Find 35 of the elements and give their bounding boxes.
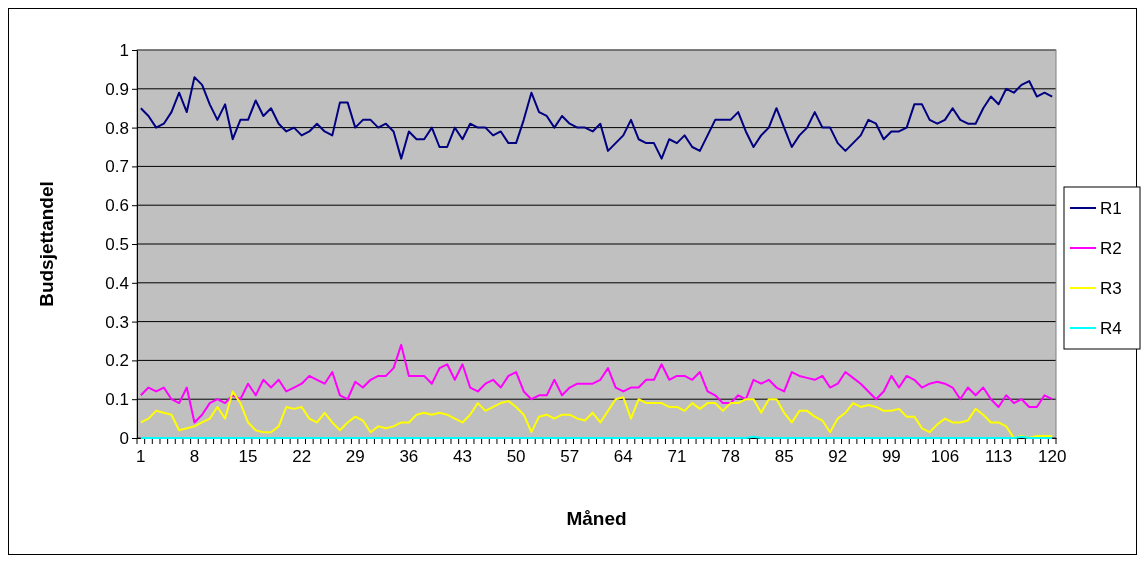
x-tick-label: 43 bbox=[453, 447, 472, 467]
x-tick-label: 1 bbox=[136, 447, 146, 467]
x-tick-label: 36 bbox=[399, 447, 419, 467]
y-tick-label: 0.8 bbox=[105, 118, 129, 138]
x-tick-label: 57 bbox=[560, 447, 580, 467]
y-tick-label: 0 bbox=[119, 428, 129, 448]
y-tick-label: 0.3 bbox=[105, 312, 129, 332]
x-tick-label: 50 bbox=[506, 447, 526, 467]
y-tick-label: 0.5 bbox=[105, 234, 129, 254]
y-tick-label: 0.7 bbox=[105, 157, 129, 177]
x-tick-label: 29 bbox=[345, 447, 365, 467]
x-tick-label: 99 bbox=[881, 447, 901, 467]
x-axis-title: Måned bbox=[566, 508, 627, 529]
x-tick-label: 71 bbox=[667, 447, 687, 467]
x-tick-label: 85 bbox=[774, 447, 794, 467]
x-tick-label: 15 bbox=[238, 447, 258, 467]
x-tick-label: 64 bbox=[613, 447, 633, 467]
legend-label: R2 bbox=[1100, 239, 1122, 258]
y-axis-title: Budsjettandel bbox=[36, 181, 57, 307]
x-tick-label: 78 bbox=[721, 447, 740, 467]
x-tick-label: 106 bbox=[930, 447, 960, 467]
y-tick-label: 1 bbox=[119, 40, 129, 60]
y-tick-label: 0.9 bbox=[105, 79, 129, 99]
y-tick-label: 0.6 bbox=[105, 196, 129, 216]
y-tick-label: 0.2 bbox=[105, 351, 129, 371]
legend-label: R3 bbox=[1100, 279, 1122, 298]
x-tick-label: 92 bbox=[828, 447, 848, 467]
x-tick-label: 22 bbox=[292, 447, 312, 467]
y-tick-label: 0.1 bbox=[105, 390, 129, 410]
x-tick-label: 113 bbox=[985, 447, 1013, 467]
legend-label: R1 bbox=[1100, 199, 1122, 218]
x-tick-label: 8 bbox=[189, 447, 200, 467]
legend-label: R4 bbox=[1100, 319, 1122, 338]
y-tick-label: 0.4 bbox=[105, 273, 129, 293]
x-tick-label: 120 bbox=[1037, 447, 1067, 467]
